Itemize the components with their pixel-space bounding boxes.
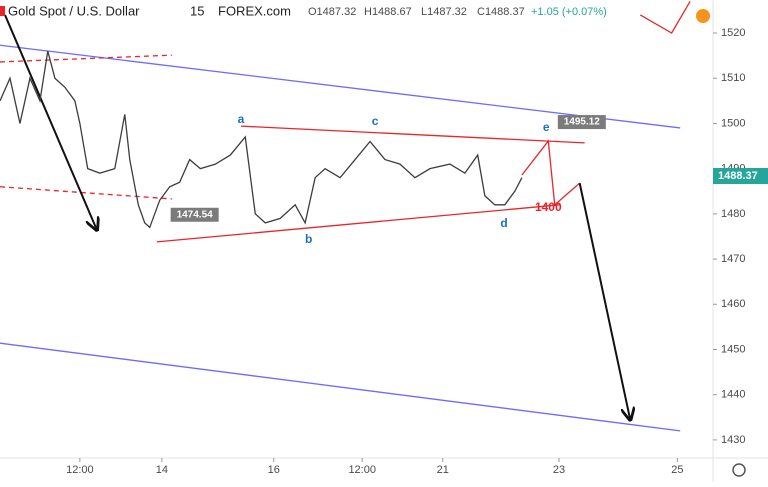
y-tick-label: 1440 bbox=[721, 389, 745, 401]
x-tick-label: 23 bbox=[553, 464, 565, 476]
ohlc-close: C1488.37 bbox=[477, 6, 525, 18]
x-tick-label: 16 bbox=[268, 464, 280, 476]
drawing-line bbox=[0, 186, 172, 200]
settings-icon[interactable] bbox=[732, 463, 746, 477]
y-tick-label: 1480 bbox=[721, 208, 745, 220]
wave-label: e bbox=[543, 120, 550, 134]
y-tick-label: 1520 bbox=[721, 27, 745, 39]
wave-label: 1400 bbox=[535, 200, 562, 214]
drawing-line bbox=[0, 44, 681, 129]
price-tag-label: 1474.54 bbox=[177, 209, 214, 220]
drawing-line bbox=[0, 342, 681, 432]
change: +1.05 (+0.07%) bbox=[531, 6, 607, 18]
y-tick-label: 1500 bbox=[721, 117, 745, 129]
wave-label: c bbox=[372, 114, 379, 128]
x-tick-label: 12:00 bbox=[348, 464, 376, 476]
wave-label: b bbox=[305, 232, 312, 246]
x-tick-label: 12:00 bbox=[66, 464, 94, 476]
ohlc-low: L1487.32 bbox=[421, 6, 467, 18]
price-tag bbox=[557, 115, 606, 130]
plot: a b c d e 1400 1474.54 1495.12 bbox=[0, 1, 691, 432]
drawing-line bbox=[0, 54, 172, 63]
x-tick-label: 14 bbox=[156, 464, 168, 476]
interval: 15 bbox=[190, 3, 204, 18]
price-tag-label: 1495.12 bbox=[564, 117, 601, 128]
y-tick-label: 1460 bbox=[721, 298, 745, 310]
x-tick-label: 21 bbox=[437, 464, 449, 476]
ohlc-open: O1487.32 bbox=[308, 6, 356, 18]
price-line bbox=[0, 50, 523, 229]
wave-label: d bbox=[500, 216, 507, 230]
y-tick-label: 1450 bbox=[721, 343, 745, 355]
drawing-line bbox=[578, 182, 631, 420]
drawing-line bbox=[156, 204, 560, 243]
drawing-line bbox=[4, 14, 97, 230]
last-price-tag bbox=[713, 168, 768, 185]
drawing-line bbox=[521, 139, 581, 207]
drawing-line bbox=[240, 125, 585, 144]
wave-label: a bbox=[238, 112, 245, 126]
source: FOREX.com bbox=[218, 3, 291, 18]
y-tick-label: 1470 bbox=[721, 253, 745, 265]
y-tick-label: 1430 bbox=[721, 434, 745, 446]
y-tick-label: 1510 bbox=[721, 72, 745, 84]
drawing-line bbox=[639, 1, 691, 34]
price-tag bbox=[170, 207, 219, 222]
last-price-label: 1488.37 bbox=[718, 170, 758, 182]
logo bbox=[0, 6, 5, 16]
chart-title: Gold Spot / U.S. Dollar bbox=[8, 3, 140, 18]
ohlc-high: H1488.67 bbox=[364, 6, 412, 18]
x-tick-label: 25 bbox=[671, 464, 683, 476]
alert-icon[interactable] bbox=[696, 9, 710, 23]
